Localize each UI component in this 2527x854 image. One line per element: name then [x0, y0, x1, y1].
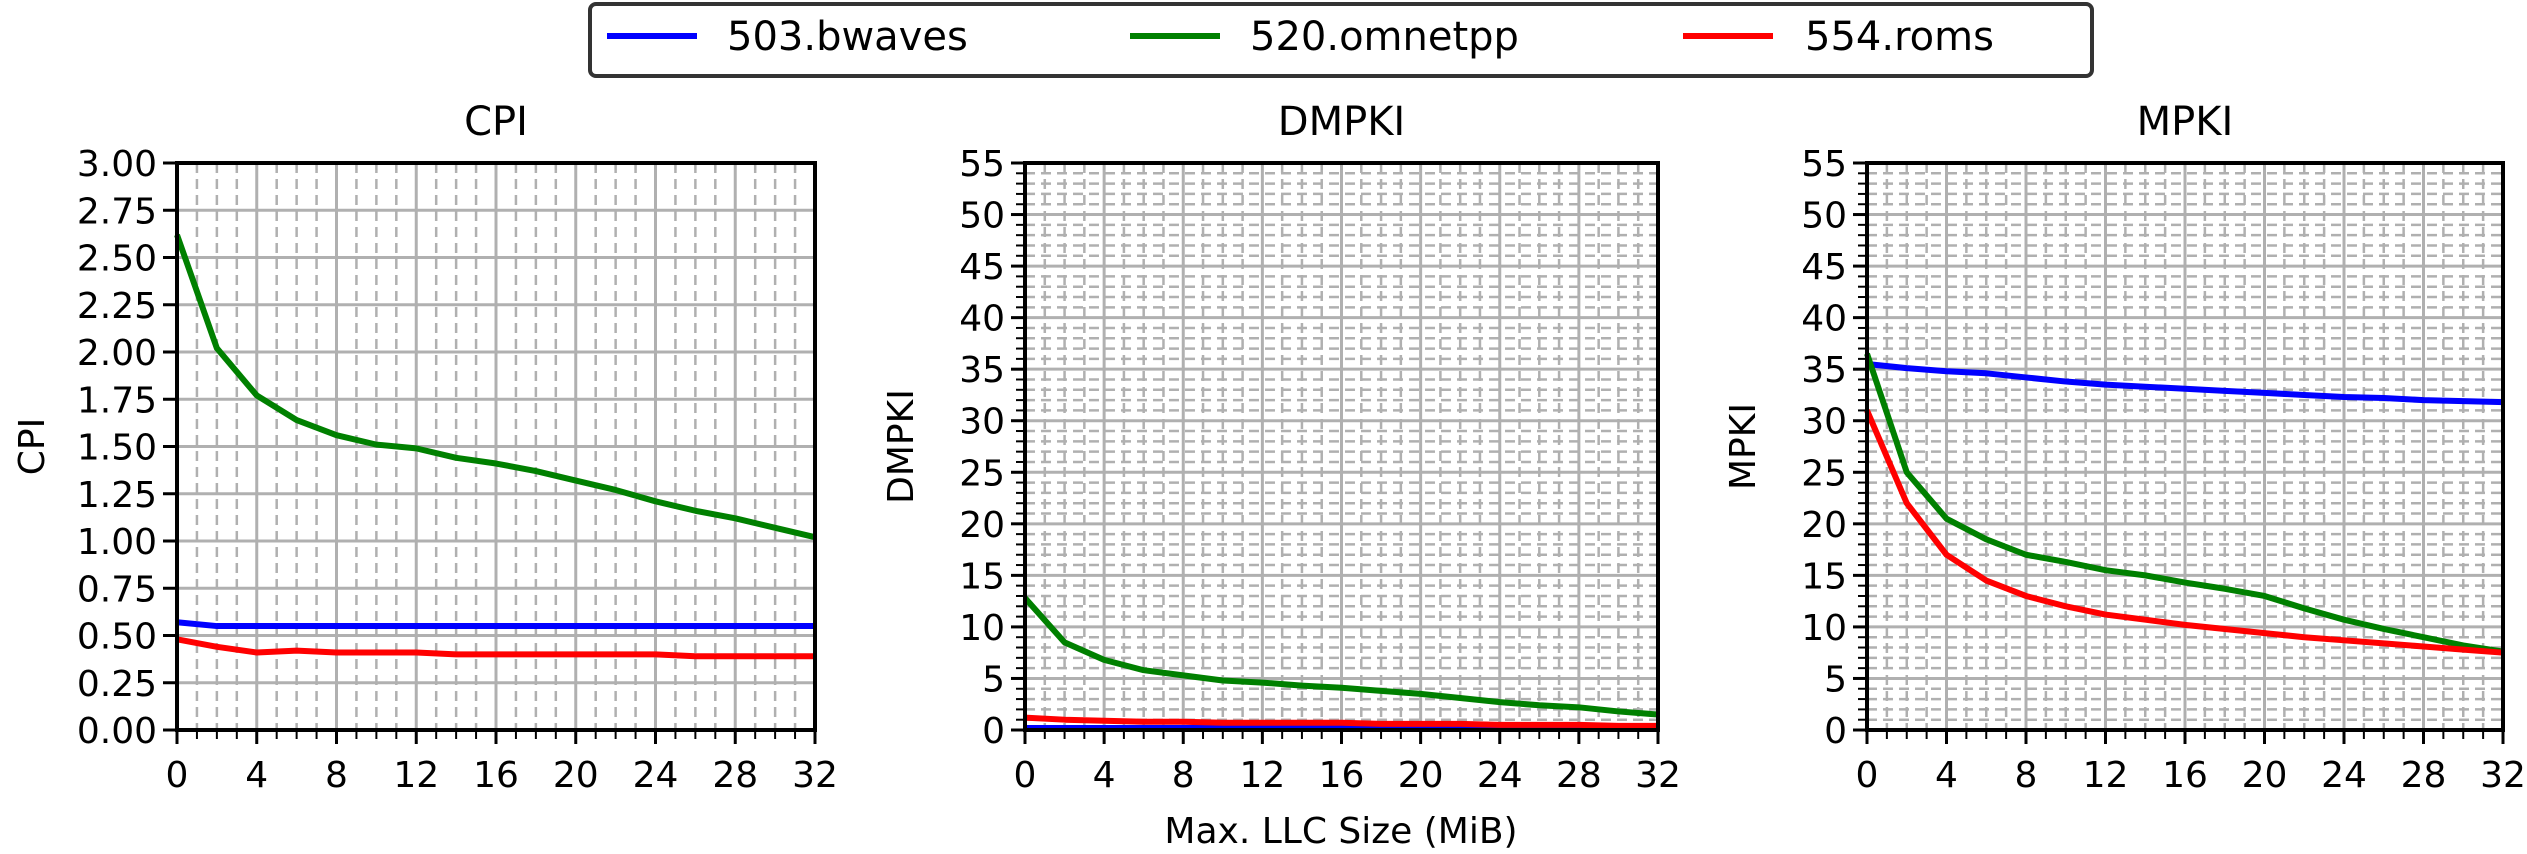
x-tick-label: 16 — [473, 755, 519, 796]
legend-frame — [588, 2, 2094, 78]
x-tick-label: 8 — [1172, 755, 1195, 796]
legend: 503.bwaves 520.omnetpp 554.roms — [588, 2, 2094, 78]
y-tick-label: 35 — [1801, 350, 1847, 391]
series-line-520-omnetpp — [1864, 352, 2504, 655]
panel-mpki: 0 4 8 12 16 20 24 28 32 0 5 10 15 20 25 30 35 40 45 50 55 MPK… — [1723, 99, 2526, 796]
axes-frame — [175, 161, 817, 732]
y-tick-label: 50 — [959, 196, 1005, 237]
panel-cpi: 0 4 8 12 16 20 24 28 32 0.00 0.25 0.50 0.75 1.00 1.25 1… — [12, 99, 838, 796]
x-tick-label: 20 — [553, 755, 599, 796]
y-tick-label: 1.00 — [77, 522, 157, 563]
y-tick-label: 0 — [1824, 711, 1847, 752]
legend-item-roms: 554.roms — [1683, 14, 1994, 60]
y-tick-label: 1.25 — [77, 475, 157, 516]
y-tick-label: 30 — [959, 402, 1005, 443]
x-tick-label: 32 — [792, 755, 838, 796]
y-tick-label: 10 — [1801, 608, 1847, 649]
x-tick-label: 16 — [1319, 755, 1365, 796]
y-tick-label: 20 — [959, 505, 1005, 546]
y-tick-label: 25 — [1801, 453, 1847, 494]
y-tick-label: 3.00 — [77, 144, 157, 185]
y-tick-label: 15 — [959, 556, 1005, 597]
series-line-503-bwaves — [176, 619, 815, 630]
y-tick-label: 45 — [1801, 247, 1847, 288]
y-tick-label: 35 — [959, 350, 1005, 391]
y-tick-label: 50 — [1801, 196, 1847, 237]
series-line-554-roms — [176, 636, 815, 660]
legend-label-roms: 554.roms — [1805, 14, 1994, 60]
panel-dmpki: 0 4 8 12 16 20 24 28 32 0 5 10 15 20 25 30 35 40 45 50 55 DMP… — [881, 99, 1681, 796]
y-tick-label: 0.25 — [77, 664, 157, 705]
x-tick-label: 0 — [1014, 755, 1037, 796]
y-tick-label: 2.25 — [77, 286, 157, 327]
y-tick-label: 5 — [1824, 659, 1847, 700]
legend-label-omnetpp: 520.omnetpp — [1250, 14, 1519, 60]
x-tick-label: 12 — [2083, 755, 2129, 796]
y-tick-label: 1.50 — [77, 428, 157, 469]
x-tick-label: 20 — [2242, 755, 2288, 796]
x-tick-label: 16 — [2162, 755, 2208, 796]
series-line-554-roms — [1864, 409, 2504, 656]
y-tick-label: 0.50 — [77, 617, 157, 658]
y-tick-label: 25 — [959, 453, 1005, 494]
y-tick-label: 20 — [1801, 505, 1847, 546]
y-tick-label: 2.50 — [77, 239, 157, 280]
x-tick-label: 8 — [2015, 755, 2038, 796]
x-tick-label: 24 — [1477, 755, 1523, 796]
series-line-520-omnetpp — [1022, 596, 1659, 718]
y-tick-label: 1.75 — [77, 380, 157, 421]
series-line-520-omnetpp — [174, 233, 816, 541]
x-tick-label: 0 — [1856, 755, 1879, 796]
x-tick-label: 20 — [1398, 755, 1444, 796]
x-tick-label: 32 — [2480, 755, 2526, 796]
x-tick-label: 0 — [166, 755, 189, 796]
y-tick-label: 0 — [982, 711, 1005, 752]
y-tick-label: 40 — [1801, 299, 1847, 340]
panel-title: DMPKI — [1278, 99, 1405, 145]
x-tick-label: 4 — [1935, 755, 1958, 796]
y-tick-label: 15 — [1801, 556, 1847, 597]
x-tick-label: 12 — [393, 755, 439, 796]
x-tick-label: 28 — [1556, 755, 1602, 796]
y-tick-label: 2.00 — [77, 333, 157, 374]
x-tick-label: 24 — [633, 755, 679, 796]
y-tick-label: 2.75 — [77, 191, 157, 232]
y-tick-label: 30 — [1801, 402, 1847, 443]
y-axis-label: MPKI — [1723, 403, 1764, 490]
x-tick-label: 12 — [1239, 755, 1285, 796]
y-tick-label: 0.75 — [77, 569, 157, 610]
legend-label-bwaves: 503.bwaves — [727, 14, 968, 60]
y-axis-label: DMPKI — [881, 389, 922, 504]
panel-title: CPI — [464, 99, 528, 145]
x-tick-label: 32 — [1635, 755, 1681, 796]
legend-item-omnetpp: 520.omnetpp — [1130, 14, 1519, 60]
y-tick-label: 40 — [959, 299, 1005, 340]
y-tick-label: 10 — [959, 608, 1005, 649]
series-line-554-roms — [1024, 714, 1658, 729]
y-tick-label: 45 — [959, 247, 1005, 288]
x-tick-label: 4 — [245, 755, 268, 796]
y-axis-label: CPI — [12, 418, 53, 475]
x-tick-label: 24 — [2321, 755, 2367, 796]
y-tick-label: 5 — [982, 659, 1005, 700]
axes-frame — [1865, 161, 2505, 732]
x-tick-label: 28 — [712, 755, 758, 796]
x-tick-label: 4 — [1093, 755, 1116, 796]
x-axis-label: Max. LLC Size (MiB) — [1164, 811, 1517, 852]
x-tick-label: 28 — [2401, 755, 2447, 796]
axes-frame — [1023, 161, 1660, 732]
panel-title: MPKI — [2137, 99, 2234, 145]
x-tick-label: 8 — [325, 755, 348, 796]
y-tick-label: 0.00 — [77, 711, 157, 752]
series-line-503-bwaves — [1866, 361, 2504, 406]
y-tick-label: 55 — [1801, 144, 1847, 185]
legend-item-bwaves: 503.bwaves — [607, 14, 968, 60]
y-tick-label: 55 — [959, 144, 1005, 185]
